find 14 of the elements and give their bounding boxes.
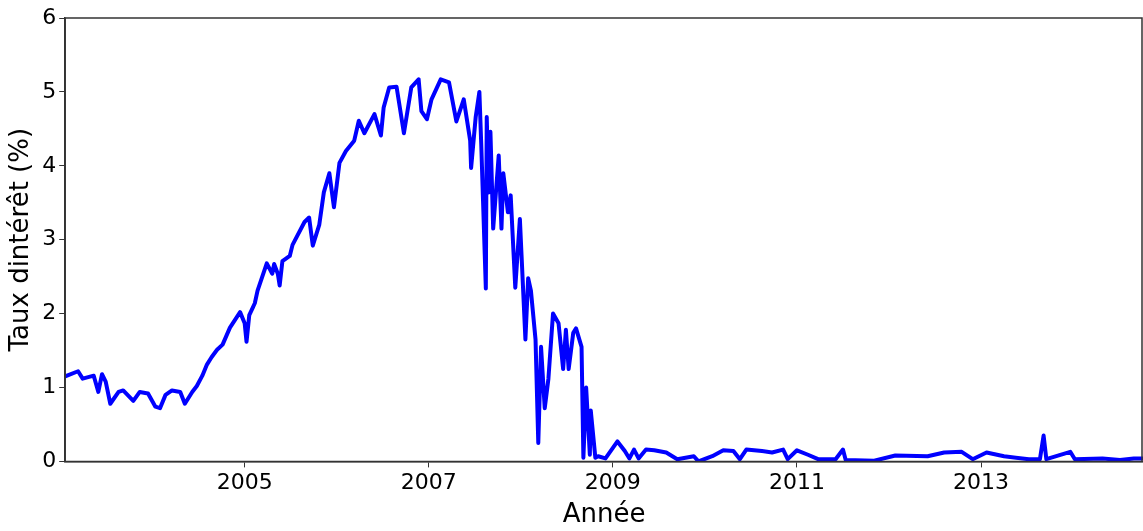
x-tick-label: 2005 — [216, 469, 273, 495]
y-tick-label: 4 — [42, 151, 57, 177]
x-tick-label: 2007 — [400, 469, 457, 495]
y-tick-label: 2 — [42, 299, 57, 325]
x-axis-title: Année — [562, 498, 646, 529]
y-tick-label: 0 — [42, 447, 57, 473]
y-tick-label: 1 — [42, 373, 57, 399]
y-tick-label: 6 — [42, 3, 57, 29]
x-tick-label: 2013 — [953, 469, 1010, 495]
x-tick-label: 2011 — [768, 469, 825, 495]
y-tick-label: 3 — [42, 225, 57, 251]
y-tick-label: 5 — [42, 77, 57, 103]
y-axis-title: Taux dintérêt (%) — [4, 127, 35, 353]
x-tick-label: 2009 — [584, 469, 641, 495]
